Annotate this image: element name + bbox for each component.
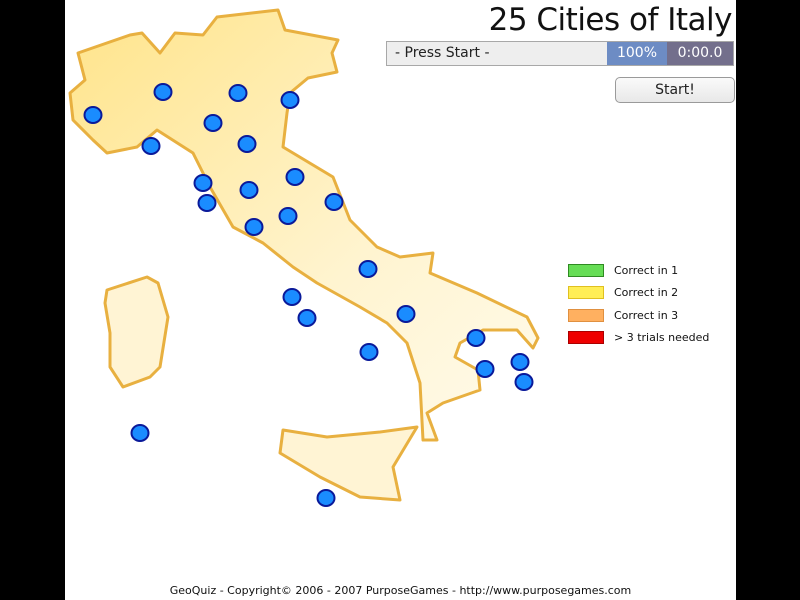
city-marker[interactable] xyxy=(324,193,344,211)
status-message: - Press Start - xyxy=(395,45,490,61)
legend-swatch xyxy=(568,286,604,300)
city-marker[interactable] xyxy=(83,106,103,124)
sardinia-region xyxy=(103,275,170,389)
legend-swatch xyxy=(568,308,604,322)
city-marker[interactable] xyxy=(514,373,534,391)
city-marker[interactable] xyxy=(285,168,305,186)
legend-item: > 3 trials needed xyxy=(568,327,709,350)
status-bar: - Press Start - 100% 0:00.0 xyxy=(386,41,734,66)
city-marker[interactable] xyxy=(278,207,298,225)
city-marker[interactable] xyxy=(280,91,300,109)
footer-copyright: GeoQuiz - Copyright© 2006 - 2007 Purpose… xyxy=(169,584,632,597)
city-marker[interactable] xyxy=(141,137,161,155)
legend-item: Correct in 3 xyxy=(568,304,709,327)
legend-swatch xyxy=(568,263,604,277)
city-marker[interactable] xyxy=(237,135,257,153)
start-button[interactable]: Start! xyxy=(615,77,735,103)
city-marker[interactable] xyxy=(193,174,213,192)
city-marker[interactable] xyxy=(197,194,217,212)
city-marker[interactable] xyxy=(228,84,248,102)
city-marker[interactable] xyxy=(130,424,150,442)
timer: 0:00.0 xyxy=(667,42,733,65)
city-marker[interactable] xyxy=(297,309,317,327)
city-marker[interactable] xyxy=(153,83,173,101)
city-marker[interactable] xyxy=(510,353,530,371)
legend-label: > 3 trials needed xyxy=(614,331,710,345)
legend: Correct in 1 Correct in 2 Correct in 3 >… xyxy=(568,259,709,349)
city-marker[interactable] xyxy=(359,343,379,361)
city-marker[interactable] xyxy=(358,260,378,278)
city-marker[interactable] xyxy=(244,218,264,236)
city-marker[interactable] xyxy=(316,489,336,507)
legend-swatch xyxy=(568,331,604,345)
sicily-region xyxy=(278,425,419,502)
score-percent: 100% xyxy=(607,42,667,65)
city-marker[interactable] xyxy=(396,305,416,323)
legend-label: Correct in 2 xyxy=(614,286,679,300)
legend-item: Correct in 1 xyxy=(568,259,709,282)
city-marker[interactable] xyxy=(203,114,223,132)
legend-label: Correct in 1 xyxy=(614,263,679,277)
legend-label: Correct in 3 xyxy=(614,308,679,322)
city-marker[interactable] xyxy=(466,329,486,347)
italy-map xyxy=(68,8,540,507)
quiz-title: 25 Cities of Italy xyxy=(488,2,733,38)
game-area: 25 Cities of Italy - Press Start - 100% … xyxy=(65,0,736,600)
city-marker[interactable] xyxy=(475,360,495,378)
legend-item: Correct in 2 xyxy=(568,282,709,305)
city-marker[interactable] xyxy=(239,181,259,199)
city-marker[interactable] xyxy=(282,288,302,306)
